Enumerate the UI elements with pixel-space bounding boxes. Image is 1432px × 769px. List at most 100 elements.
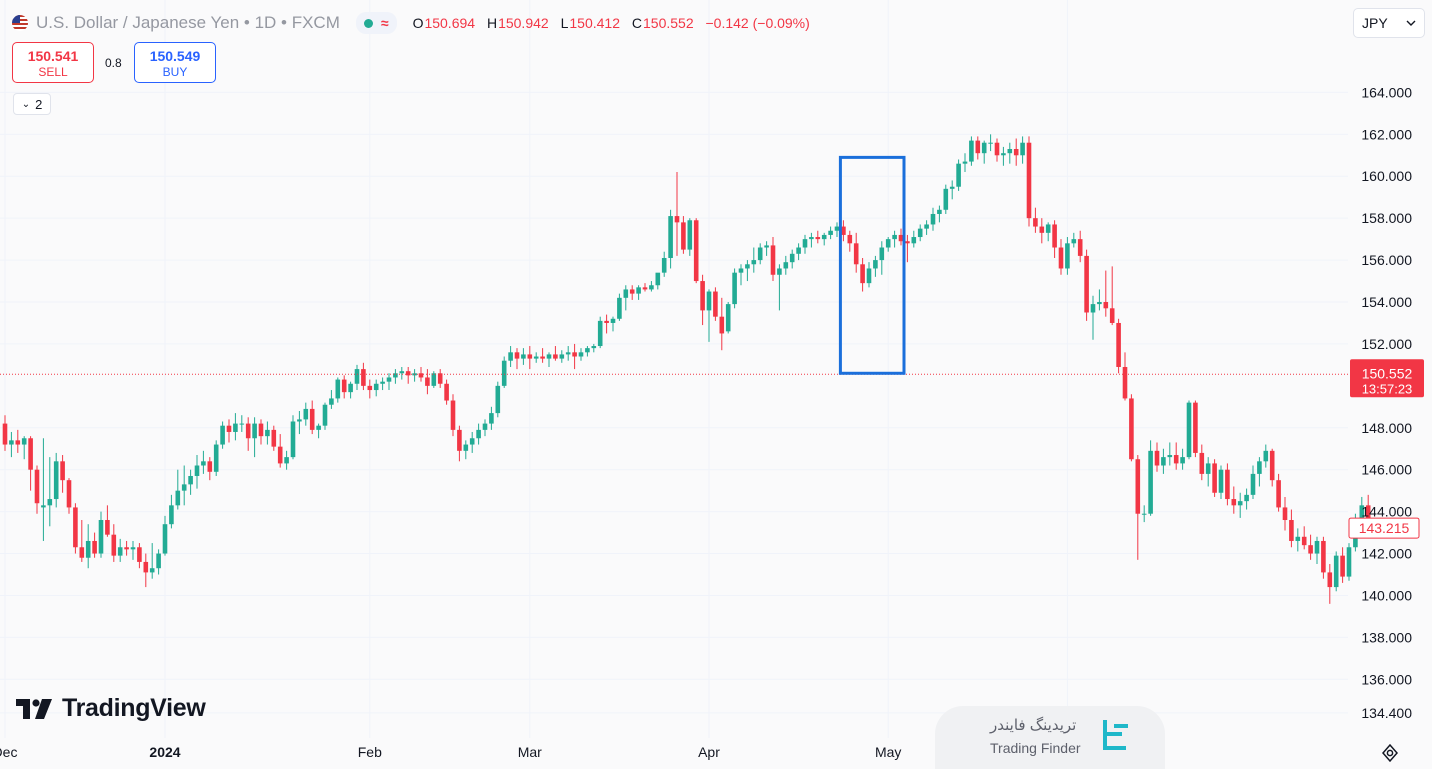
candle-body: [796, 247, 801, 254]
candle-body: [79, 547, 85, 558]
candle: [1186, 400, 1192, 460]
candle-body: [444, 383, 449, 401]
candle-body: [834, 226, 840, 231]
price-tick-label: 160.000: [1361, 168, 1412, 184]
candle: [1346, 543, 1352, 581]
candle-body: [207, 461, 213, 472]
candle: [1212, 459, 1217, 497]
candle: [399, 366, 405, 380]
candle-body: [258, 423, 264, 437]
highlight-box: [838, 155, 906, 375]
candle-body: [527, 354, 533, 359]
candle: [405, 366, 411, 384]
candle: [1244, 488, 1249, 510]
candle: [111, 524, 117, 562]
symbol-header[interactable]: U.S. Dollar / Japanese Yen • 1D • FXCM ≈…: [12, 12, 818, 34]
candle-body: [1308, 545, 1313, 554]
candle-body: [623, 289, 629, 298]
candle-body: [361, 369, 366, 386]
candle: [34, 465, 40, 514]
candle-body: [1065, 243, 1070, 269]
candle: [1052, 220, 1057, 258]
candle: [1237, 492, 1243, 518]
candle: [527, 346, 533, 370]
ohlc-open: 150.694: [424, 15, 476, 31]
sell-label: SELL: [38, 65, 68, 79]
candle-body: [1033, 218, 1038, 227]
candle: [687, 218, 693, 256]
candle: [956, 159, 961, 191]
candle: [604, 314, 609, 334]
candle-body: [1148, 450, 1153, 514]
us-flag-icon: [12, 15, 28, 31]
indicators-toggle-button[interactable]: ⌄ 2: [13, 93, 51, 115]
candle: [73, 503, 78, 554]
candle: [623, 285, 629, 311]
settings-gear-icon[interactable]: [1381, 744, 1399, 762]
candle: [1340, 547, 1345, 583]
candle: [809, 232, 814, 248]
price-tick-label: 140.000: [1361, 587, 1412, 603]
candle: [1250, 465, 1256, 500]
candle-body: [828, 230, 833, 235]
trading-finder-badge: [935, 706, 1165, 769]
candle-body: [617, 297, 622, 319]
candle-body: [348, 383, 353, 393]
candle-body: [533, 356, 539, 359]
candle-body: [303, 408, 309, 420]
candle: [1026, 136, 1032, 227]
candle: [92, 532, 97, 558]
time-axis[interactable]: Dec2024FebMarAprMayJunSep: [0, 744, 1432, 760]
candle: [239, 415, 245, 432]
candle-body: [1263, 450, 1269, 462]
candle: [188, 469, 193, 495]
candle: [265, 421, 270, 445]
candle: [540, 348, 545, 363]
candle: [47, 457, 53, 527]
candle-body: [1289, 520, 1294, 541]
candle-body: [687, 220, 693, 250]
candle: [949, 180, 955, 200]
candle-body: [431, 373, 437, 386]
candle-body: [1218, 469, 1224, 493]
buy-button[interactable]: 150.549 BUY: [134, 42, 216, 83]
candle-body: [117, 547, 123, 556]
candle-body: [789, 253, 795, 263]
candle: [764, 241, 769, 256]
candle: [1199, 444, 1205, 481]
price-axis[interactable]: 164.000 162.000 160.000 158.000 156.000 154.0…: [1348, 84, 1424, 721]
market-status-pill[interactable]: ≈: [355, 12, 397, 34]
tradingview-logo[interactable]: TradingView: [16, 694, 206, 723]
currency-select[interactable]: JPY: [1353, 8, 1425, 38]
bar-countdown-label: 13:57:23: [1362, 381, 1413, 396]
candle-body: [809, 237, 814, 240]
candle-body: [1199, 452, 1205, 474]
sell-button[interactable]: 150.541 SELL: [12, 42, 94, 83]
candle-body: [1026, 142, 1032, 219]
candle-body: [757, 247, 763, 261]
candle-body: [482, 423, 488, 430]
candle: [911, 230, 917, 248]
candle: [1263, 444, 1269, 468]
candle-body: [329, 398, 334, 405]
candle-body: [860, 264, 865, 284]
candle-body: [290, 421, 296, 458]
candle: [393, 369, 398, 384]
candle: [1116, 318, 1121, 374]
candle: [1097, 289, 1102, 311]
candle-body: [1295, 536, 1301, 541]
candle-body: [655, 272, 661, 286]
candle-body: [277, 446, 283, 464]
candle-body: [457, 429, 462, 451]
candle: [533, 352, 539, 363]
candle-body: [981, 142, 987, 154]
candle: [354, 364, 360, 391]
symbol-title[interactable]: U.S. Dollar / Japanese Yen • 1D • FXCM: [36, 13, 340, 32]
candle-body: [1327, 572, 1333, 588]
ohlc-change: −0.142 (−0.09%): [705, 15, 810, 31]
candle: [930, 207, 936, 231]
candle: [1193, 400, 1198, 458]
candle: [1033, 207, 1038, 233]
candle-body: [514, 352, 520, 359]
